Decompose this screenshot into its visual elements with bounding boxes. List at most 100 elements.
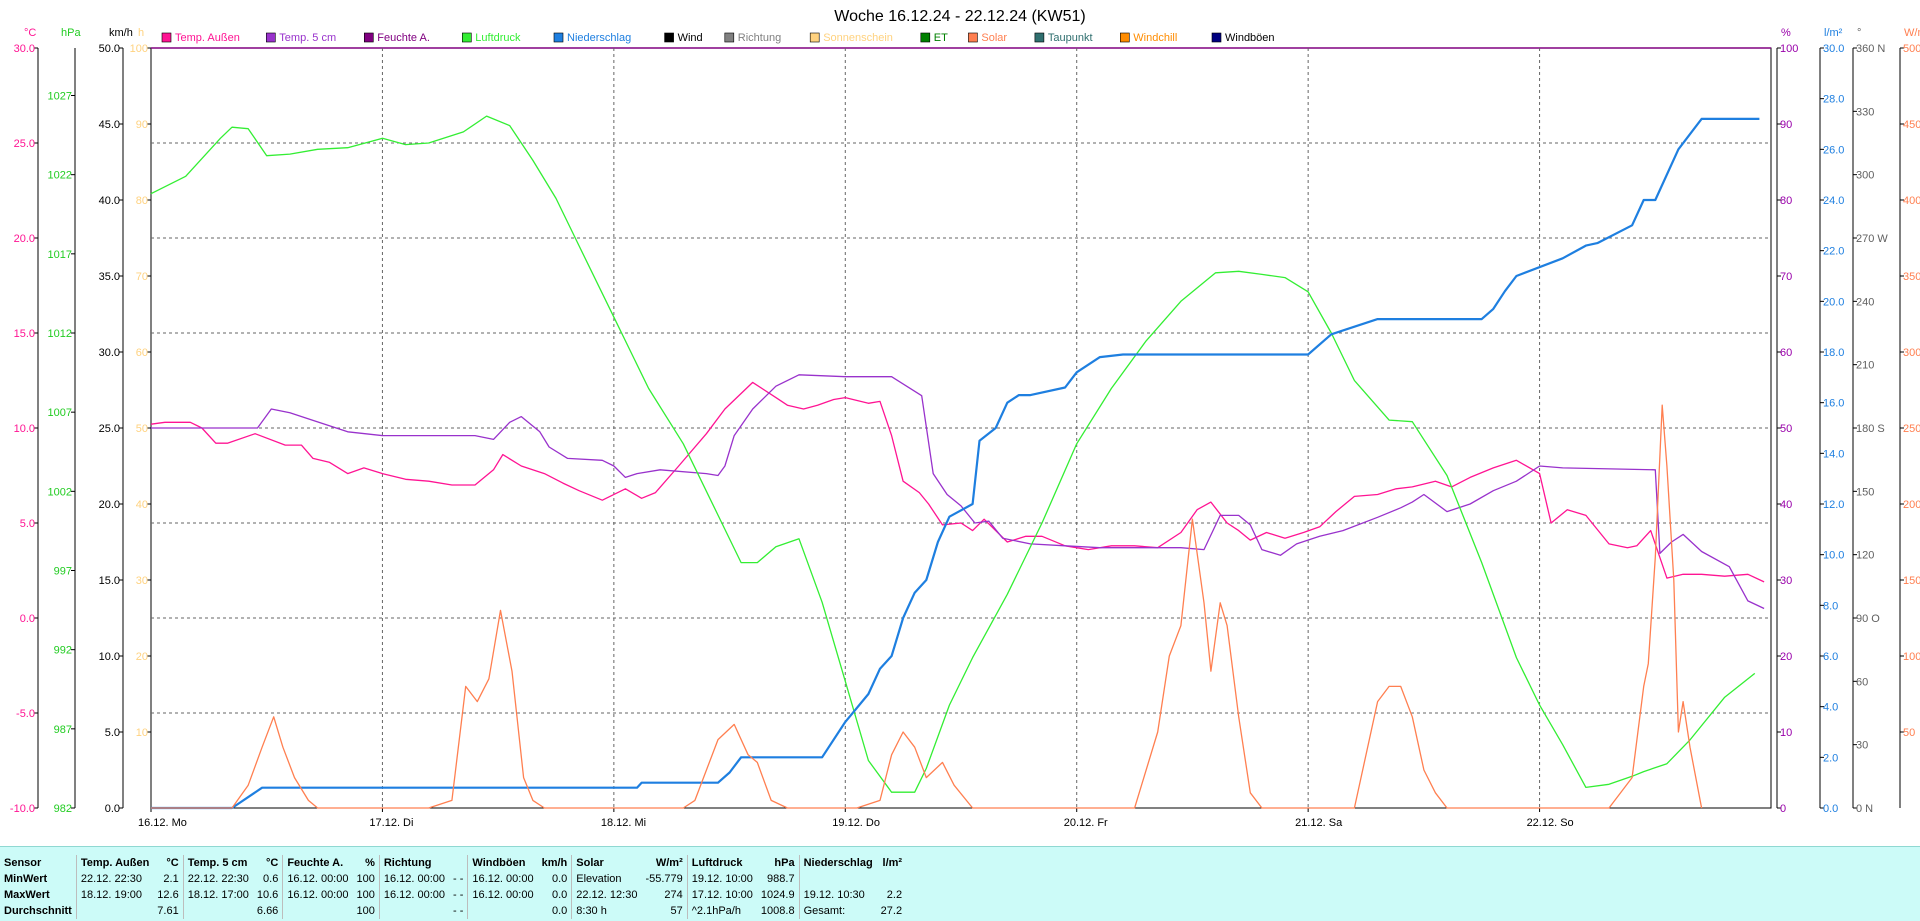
axis-km-h-unit: km/h — [109, 27, 133, 39]
axis-percent-tick-label: 30 — [1780, 575, 1792, 587]
axis-percent-tick-label: 60 — [1780, 347, 1792, 359]
chart-title: Woche 16.12.24 - 22.12.24 (KW51) — [834, 8, 1085, 25]
axis-c-tick-label: -10.0 — [10, 803, 35, 815]
axis-degree-tick-label: 330 — [1856, 106, 1874, 118]
axis-km-h-tick-label: 30.0 — [99, 347, 120, 359]
stats-cell-value: 10.6 — [256, 889, 279, 901]
series-line-luftdruck — [150, 115, 1756, 793]
axis-degree-tick-label: 30 — [1856, 740, 1868, 752]
stats-cell-value: 27.2 — [880, 905, 903, 917]
legend: Temp. Außen Temp. 5 cm Feuchte A. Luftdruck… — [161, 32, 1275, 44]
stats-cell-value: 2.1 — [163, 873, 179, 885]
legend-swatch-niederschlag — [553, 32, 564, 43]
axis-c-tick-label: 25.0 — [14, 138, 35, 150]
stats-cell-value: 6.66 — [256, 905, 279, 917]
axis-degree-tick-label: 90 O — [1856, 613, 1880, 625]
legend-label-taupunkt: Taupunkt — [1048, 32, 1093, 44]
axis-c-tick-label: 20.0 — [14, 233, 35, 245]
axes: °C 30.0 25.0 20.0 15.0 10.0 5.0 0.0 -5.0 -10.0 hPa… — [10, 27, 1920, 815]
legend-swatch-richtung — [724, 32, 735, 43]
stats-cell-time — [378, 903, 450, 919]
axis-h-tick-label: 50 — [136, 423, 148, 435]
stats-header-unit — [449, 855, 468, 871]
axis-l-m-tick-label: 12.0 — [1823, 499, 1844, 511]
axis-h-tick-label: 70 — [136, 271, 148, 283]
axis-hpa-tick-label: 992 — [54, 645, 72, 657]
series-line-temp-5-cm — [151, 374, 1765, 610]
stats-header-row: Sensor Temp. Außen °C Temp. 5 cm °C Feuchte A… — [0, 855, 906, 871]
stats-cell-time: 19.12. 10:00 — [686, 871, 757, 887]
axis-degree-tick-label: 300 — [1856, 170, 1874, 182]
axis-l-m-tick-label: 26.0 — [1823, 144, 1844, 156]
stats-cell-value: 100 — [356, 905, 375, 917]
axis-hpa-tick-label: 1002 — [48, 486, 72, 498]
stats-row-label: Durchschnitt — [4, 905, 72, 917]
stats-cell-time: 16.12. 00:00 — [467, 887, 538, 903]
stats-cell-value: 0.0 — [551, 905, 568, 917]
statistics-panel: Sensor Temp. Außen °C Temp. 5 cm °C Feuchte A… — [0, 846, 1920, 921]
axis-km-h-tick-label: 10.0 — [99, 651, 120, 663]
axis-degree-tick-label: 240 — [1856, 296, 1874, 308]
x-tick-label: 22.12. So — [1527, 817, 1574, 829]
axis-km-h-tick-label: 25.0 — [99, 423, 120, 435]
axis-percent-tick-label: 40 — [1780, 499, 1792, 511]
axis-w-m-tick-label: 200 — [1903, 499, 1920, 511]
stats-cell-value: - - — [453, 905, 464, 917]
axis-h-tick-label: 10 — [136, 727, 148, 739]
stats-cell-time: 16.12. 00:00 — [378, 871, 450, 887]
stats-header: Windböen — [467, 855, 538, 871]
axis-h-tick-label: 40 — [136, 499, 148, 511]
axis-percent-tick-label: 50 — [1780, 423, 1792, 435]
stats-cell-time: 16.12. 00:00 — [467, 871, 538, 887]
axis-h-unit: h — [138, 27, 144, 39]
series-line-solar — [151, 404, 1703, 809]
axis-c-tick-label: 5.0 — [20, 518, 35, 530]
axis-percent-unit: % — [1781, 27, 1791, 39]
axis-hpa-unit: hPa — [61, 27, 81, 39]
axis-l-m-tick-label: 18.0 — [1823, 347, 1844, 359]
axis-l-m-tick-label: 30.0 — [1823, 43, 1844, 55]
stats-header-unit: % — [365, 857, 375, 869]
stats-row-label: MaxWert — [4, 889, 50, 901]
stats-cell-value: - - — [453, 873, 464, 885]
x-tick-label: 16.12. Mo — [138, 817, 187, 829]
legend-swatch-feuchte-a — [363, 32, 374, 43]
axis-km-h-tick-label: 50.0 — [99, 43, 120, 55]
stats-cell-time: 16.12. 00:00 — [378, 887, 450, 903]
axis-hpa-tick-label: 1027 — [48, 91, 72, 103]
stats-row: MinWert 22.12. 22:30 2.1 22.12. 22:30 0.6 16.… — [0, 871, 906, 887]
axis-l-m-tick-label: 10.0 — [1823, 550, 1844, 562]
stats-row: MaxWert 18.12. 19:00 12.6 18.12. 17:00 10.6 1… — [0, 887, 906, 903]
axis-percent-tick-label: 90 — [1780, 119, 1792, 131]
legend-label-feuchte-a: Feuchte A. — [377, 32, 430, 44]
axis-h-tick-label: 30 — [136, 575, 148, 587]
stats-cell-time: 18.12. 17:00 — [182, 887, 253, 903]
stats-header: Feuchte A. — [282, 855, 353, 871]
stats-header: Niederschlag — [798, 855, 877, 871]
stats-cell-value: - - — [453, 889, 464, 901]
axis-w-m-tick-label: 50 — [1903, 727, 1915, 739]
axis-km-h-tick-label: 15.0 — [99, 575, 120, 587]
grid — [151, 48, 1771, 808]
stats-cell-value: 1008.8 — [760, 905, 795, 917]
axis-h-tick-label: 100 — [130, 43, 148, 55]
x-tick-label: 17.12. Di — [369, 817, 413, 829]
axis-hpa-tick-label: 997 — [54, 566, 72, 578]
axis-l-m-tick-label: 28.0 — [1823, 94, 1844, 106]
stats-cell-value: 274 — [664, 889, 683, 901]
stats-cell-time: 19.12. 10:30 — [798, 887, 877, 903]
stats-header-unit: W/m² — [655, 857, 683, 869]
stats-cell-time — [467, 903, 538, 919]
axis-h-tick-label: 60 — [136, 347, 148, 359]
axis-km-h-tick-label: 5.0 — [105, 727, 120, 739]
series-line-niederschlag — [151, 117, 1760, 810]
legend-swatch-temp-au-en — [161, 32, 172, 43]
legend-swatch-sonnenschein — [809, 32, 820, 43]
legend-swatch-luftdruck — [461, 32, 472, 43]
stats-header: Temp. 5 cm — [182, 855, 253, 871]
legend-swatch-taupunkt — [1034, 32, 1045, 43]
axis-c-tick-label: 10.0 — [14, 423, 35, 435]
axis-percent-tick-label: 80 — [1780, 195, 1792, 207]
stats-row-label: MinWert — [4, 873, 48, 885]
stats-row: Durchschnitt 7.61 6.66 100 - - 0.0 8:30 h 57 ^2.… — [0, 903, 906, 919]
